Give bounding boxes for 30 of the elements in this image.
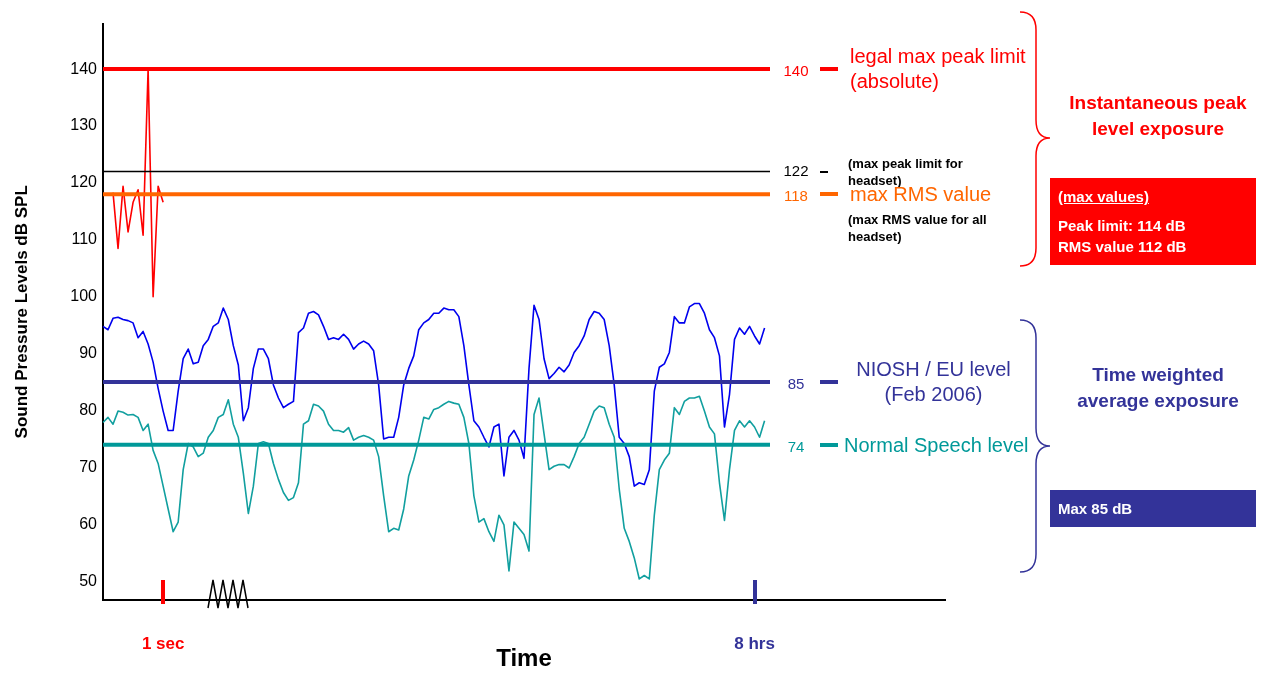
annotation: (max RMS value for all headset) <box>848 211 988 246</box>
text: (max values) <box>1058 187 1150 207</box>
x-tick-label: 1 sec <box>141 633 185 653</box>
y-tick-label: 90 <box>79 344 98 362</box>
ref-line-label: 74 <box>787 437 805 455</box>
y-tick-label: 100 <box>70 287 98 305</box>
annotation: legal max peak limit (absolute) <box>850 44 1027 95</box>
y-tick-label: 60 <box>79 514 98 532</box>
x-tick-label: 8 hrs <box>734 633 775 653</box>
y-axis-title: Sound Pressure Levels dB SPL <box>11 185 31 439</box>
annotation: Normal Speech level <box>844 432 1030 458</box>
text: Instantaneous peak level exposure <box>1068 91 1248 141</box>
y-tick-label: 120 <box>70 173 98 191</box>
y-tick-label: 130 <box>70 116 98 134</box>
annotation: (max peak limit for headset) <box>848 154 963 188</box>
ref-line-label: 118 <box>784 187 808 205</box>
y-tick-label: 70 <box>79 457 98 475</box>
text: RMS value 112 dB <box>1058 237 1188 257</box>
annotation: NIOSH / EU level (Feb 2006) <box>855 357 1012 408</box>
ref-line-label: 140 <box>783 62 809 80</box>
x-axis-title: Time <box>496 644 552 672</box>
y-tick-label: 80 <box>79 400 98 418</box>
text: Time weighted average exposure <box>1076 363 1240 413</box>
y-tick-label: 50 <box>79 571 98 589</box>
text: Peak limit: 114 dB <box>1058 216 1187 236</box>
y-tick-label: 110 <box>71 230 98 248</box>
y-tick-label: 140 <box>70 59 98 77</box>
ref-line-label: 122 <box>783 161 809 179</box>
text: Max 85 dB <box>1058 499 1134 519</box>
ref-line-label: 85 <box>787 375 805 393</box>
